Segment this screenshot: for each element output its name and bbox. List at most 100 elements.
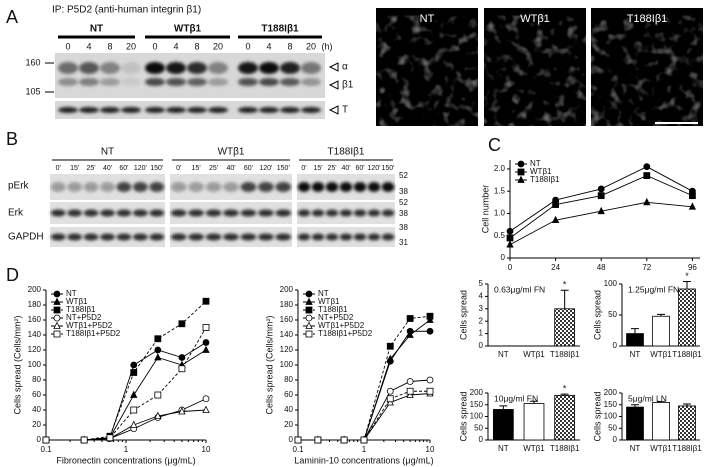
bar <box>492 409 514 441</box>
blot-band <box>353 182 367 192</box>
blot-band <box>238 62 258 74</box>
legend-marker <box>53 306 61 314</box>
y-tick-label: 1.5 <box>494 186 506 195</box>
error-bar <box>683 403 691 406</box>
series-line <box>46 327 207 441</box>
data-point <box>406 330 414 338</box>
time-label: 4 <box>86 41 91 51</box>
y-tick-label: 40 <box>284 405 293 414</box>
blot-band <box>145 78 165 86</box>
blot-band <box>275 209 292 217</box>
data-point <box>643 172 651 179</box>
data-point <box>552 201 559 208</box>
blot-band <box>121 78 141 86</box>
arrowhead <box>328 62 339 72</box>
mw-marker: 52 <box>399 198 408 207</box>
x-tick-label: NT <box>498 444 509 453</box>
blot-band <box>205 182 222 192</box>
blot-band <box>325 233 339 241</box>
blot-band <box>58 107 78 113</box>
y-tick-label: 20 <box>284 420 293 429</box>
bar <box>678 288 696 347</box>
blot-band <box>223 209 239 217</box>
legend-marker <box>517 175 525 183</box>
data-point <box>406 387 414 395</box>
time-label: 0' <box>176 165 181 172</box>
annotation: * <box>685 271 689 281</box>
x-axis-label: Laminin-10 concentrations (μg/mL) <box>294 455 433 465</box>
y-tick-label: 200 <box>280 285 294 294</box>
mw-marker: 38 <box>399 187 408 196</box>
data-point <box>506 227 514 235</box>
y-tick-label: 0 <box>479 435 484 444</box>
y-tick-label: 100 <box>280 360 294 369</box>
data-point <box>406 378 414 385</box>
blot-band <box>187 62 207 74</box>
y-tick-label: 50 <box>608 423 617 432</box>
error-bar <box>530 400 538 404</box>
y-tick-label: 1 <box>479 329 484 338</box>
blot-band <box>188 182 204 192</box>
blot-band <box>301 62 321 74</box>
blot-band <box>325 209 339 217</box>
legend-marker <box>305 330 313 338</box>
data-point <box>178 365 186 373</box>
bar <box>678 405 696 441</box>
blot-band <box>297 209 311 217</box>
blot-band <box>187 78 207 86</box>
blot-band <box>58 78 78 86</box>
mw-marker: 31 <box>399 238 408 247</box>
y-axis-label: Cells spread <box>458 391 468 441</box>
legend-marker <box>53 314 61 322</box>
blot-band <box>187 107 207 113</box>
time-label: 4 <box>266 41 271 51</box>
data-point <box>178 354 186 361</box>
blot-band <box>50 233 66 241</box>
series-line <box>298 393 431 441</box>
panel-label: B <box>6 129 18 149</box>
blot-band <box>79 62 99 74</box>
blot-band <box>205 233 222 241</box>
y-tick-label: 100 <box>28 360 42 369</box>
micrograph-cells <box>492 25 578 120</box>
data-point <box>42 436 50 444</box>
legend-marker <box>305 290 313 298</box>
blot-band <box>100 107 120 113</box>
legend-marker <box>517 160 525 168</box>
panel-label: D <box>6 265 19 285</box>
data-point <box>643 197 651 206</box>
y-tick-label: 20 <box>32 420 41 429</box>
data-point <box>202 405 210 413</box>
data-point <box>202 297 210 305</box>
bar <box>626 406 644 441</box>
data-point <box>130 369 138 376</box>
blot-band <box>145 62 165 74</box>
y-tick-label: 200 <box>470 388 484 397</box>
x-tick-label: 10 <box>202 445 211 454</box>
time-label: 120' <box>134 165 147 172</box>
blot-band <box>311 233 325 241</box>
legend-marker <box>53 321 61 329</box>
data-point <box>178 407 186 415</box>
data-point <box>386 387 394 395</box>
blot-band <box>83 209 99 217</box>
legend-marker <box>305 306 313 314</box>
blot-band <box>208 78 228 86</box>
legend-label: WTβ1+P5D2 <box>66 321 113 330</box>
time-unit: (h) <box>322 41 333 51</box>
bar <box>523 403 545 441</box>
y-tick-label: 0 <box>289 435 294 444</box>
y-tick-label: 120 <box>280 345 294 354</box>
blot-band <box>301 107 321 113</box>
x-tick-label: WTβ1 <box>650 350 672 359</box>
row-label: pErk <box>8 181 30 192</box>
time-label: 20 <box>126 41 136 51</box>
y-tick-label: 2 <box>479 316 484 325</box>
annotation: * <box>563 280 567 290</box>
data-point <box>643 163 651 171</box>
y-tick-label: 100 <box>604 279 618 288</box>
x-axis-label: Fibronectin concentrations (μg/mL) <box>56 455 195 465</box>
time-label: 15' <box>192 165 201 172</box>
blot-band <box>238 107 258 113</box>
data-point <box>426 312 434 320</box>
